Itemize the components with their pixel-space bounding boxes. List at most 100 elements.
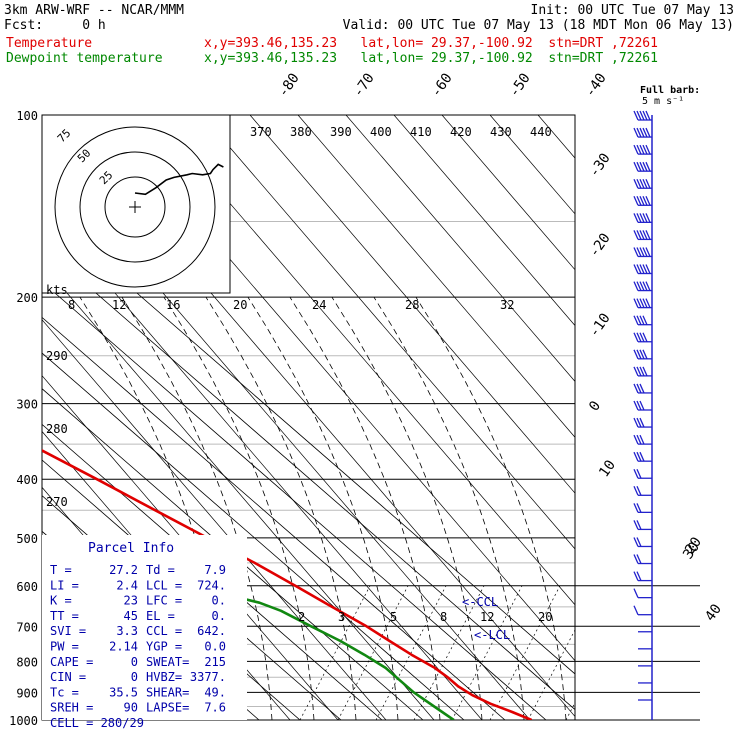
isotherm-label: -10 — [586, 310, 614, 340]
wind-barb-flag — [642, 349, 648, 360]
wind-barb-flag — [639, 281, 645, 291]
theta-side-label: 280 — [46, 422, 68, 436]
theta-label: 390 — [330, 125, 352, 139]
wind-barb-flag — [639, 417, 645, 428]
wind-barb-flag — [633, 213, 639, 223]
wind-barb-flag — [642, 315, 648, 325]
isotherm-label: 0 — [586, 398, 604, 414]
parcel-info-title: Parcel Info — [88, 541, 174, 556]
wind-barb-icon — [633, 144, 652, 155]
isotherm-line — [42, 352, 465, 720]
parcel-field-value: 35.5 — [109, 685, 138, 699]
theta-side-label: 290 — [46, 349, 68, 363]
hodograph-speed-label: 20 — [233, 298, 247, 312]
wind-barb-flag — [633, 451, 639, 462]
parcel-field-label: LCL = — [146, 578, 182, 592]
dry-adiabat-line — [201, 115, 575, 550]
wind-barb-flag — [636, 417, 642, 428]
mixing-ratio-line — [527, 629, 575, 720]
wind-barb-flag — [633, 178, 639, 189]
wind-barb-flag — [633, 110, 639, 121]
wind-barb-flag — [639, 247, 645, 257]
wind-barb-flag — [636, 315, 642, 325]
wind-barb-flag — [639, 332, 645, 343]
wind-barb-flag — [639, 213, 645, 223]
pressure-tick-label: 400 — [16, 473, 38, 487]
theta-label: 380 — [290, 125, 312, 139]
parcel-field-label: PW = — [50, 640, 79, 654]
parcel-field-value: 7.9 — [204, 563, 226, 577]
wind-barb-flag — [636, 213, 642, 223]
theta-label: 430 — [490, 125, 512, 139]
hodograph-trace — [134, 163, 224, 196]
wind-barb-flag — [642, 144, 648, 155]
parcel-field-value: 7.6 — [204, 701, 226, 715]
wind-barb-flag — [636, 281, 642, 291]
wind-barb-flag — [645, 230, 651, 240]
parcel-field-value: 0 — [131, 670, 138, 684]
wind-barb-flag — [636, 144, 642, 155]
wind-barb-icon — [633, 315, 652, 326]
wind-barb-flag — [639, 434, 645, 445]
wind-barb-flag — [639, 161, 645, 172]
wind-barb-flag — [633, 383, 639, 394]
wind-barb-icon — [633, 366, 652, 377]
theta-side-label: 270 — [46, 495, 68, 509]
wind-barb-icon — [633, 281, 652, 292]
pressure-tick-label: 900 — [16, 686, 38, 700]
parcel-field-value: 2.4 — [116, 578, 138, 592]
wind-barb-icon — [633, 417, 652, 428]
dry-adiabat-line — [153, 115, 575, 606]
isotherm-line — [42, 388, 424, 720]
parcel-field-label: SREH = — [50, 701, 93, 715]
wind-barb-flag — [639, 230, 645, 240]
wind-barb-flag — [642, 178, 648, 189]
wind-barb-flag — [642, 161, 648, 172]
wind-barb-icon — [633, 383, 652, 394]
wind-barb-flag — [636, 161, 642, 172]
wind-barb-icon — [633, 434, 652, 445]
wind-barb-flag — [645, 110, 651, 121]
theta-label: 400 — [370, 125, 392, 139]
wind-barb-flag — [642, 196, 648, 206]
dry-adiabat-line — [393, 115, 575, 327]
wind-barb-flag — [645, 196, 651, 206]
wind-barb-flag — [633, 537, 639, 547]
wind-barb-flag — [636, 554, 642, 564]
pressure-tick-label: 200 — [16, 291, 38, 305]
wind-barb-flag — [642, 264, 648, 274]
wind-barb-flag — [639, 366, 645, 377]
parcel-field-value: 23 — [124, 594, 138, 608]
hodograph-panel — [41, 114, 231, 294]
dry-adiabat-line — [42, 263, 435, 720]
dry-adiabat-line — [297, 115, 575, 438]
mixing-ratio-label: 3 — [338, 610, 345, 624]
wind-barb-flag — [642, 332, 648, 343]
dry-adiabat-line — [489, 115, 575, 215]
wind-barb-icon — [633, 298, 652, 309]
wind-barb-flag — [645, 178, 651, 189]
parcel-field-value: 90 — [124, 701, 138, 715]
wind-barb-flag — [633, 468, 639, 479]
wind-barb-icon — [633, 400, 652, 411]
hodograph-ring — [79, 151, 191, 263]
dry-adiabat-line — [441, 115, 575, 271]
wind-barb-flag — [633, 503, 639, 513]
wind-barb-flag — [636, 451, 642, 462]
wind-barb-flag — [636, 366, 642, 377]
parcel-field-label: CAPE = — [50, 655, 93, 669]
isotherm-label: 20 — [682, 534, 705, 557]
parcel-field-value: 0. — [212, 609, 226, 623]
wind-barb-flag — [639, 178, 645, 189]
isotherm-line — [42, 245, 575, 711]
wind-barb-flag — [639, 400, 645, 411]
pressure-tick-label: 500 — [16, 532, 38, 546]
hodograph-speed-label: 28 — [405, 298, 419, 312]
pressure-tick-label: 700 — [16, 620, 38, 634]
isotherm-label: 10 — [596, 457, 619, 480]
model-title: 3km ARW-WRF -- NCAR/MMM — [4, 3, 185, 18]
wind-barb-flag — [636, 571, 642, 581]
wind-barb-flag — [636, 503, 642, 513]
wind-barb-icon — [633, 571, 652, 582]
wind-barb-flag — [642, 213, 648, 223]
